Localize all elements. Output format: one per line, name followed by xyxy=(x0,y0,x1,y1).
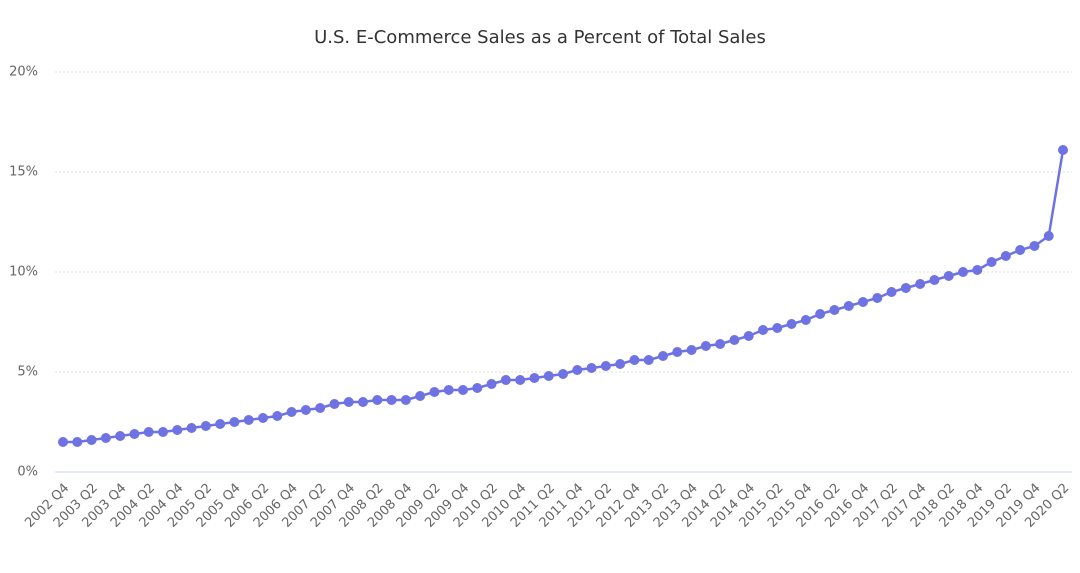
marker xyxy=(600,361,611,371)
marker xyxy=(958,267,968,277)
marker xyxy=(158,427,168,437)
marker xyxy=(729,335,740,345)
marker xyxy=(358,397,368,407)
marker xyxy=(172,425,183,435)
marker xyxy=(715,339,726,349)
marker xyxy=(243,415,254,425)
marker xyxy=(472,383,483,393)
marker xyxy=(572,365,583,375)
y-tick-label: 10% xyxy=(9,265,38,280)
y-tick-label: 20% xyxy=(9,65,38,80)
marker xyxy=(129,429,140,439)
marker xyxy=(829,305,840,315)
marker xyxy=(915,279,926,289)
marker xyxy=(200,421,211,431)
marker xyxy=(743,331,754,341)
marker xyxy=(815,309,826,319)
marker xyxy=(58,437,68,447)
y-tick-label: 15% xyxy=(9,165,38,180)
marker xyxy=(272,411,283,421)
marker xyxy=(415,391,426,401)
marker xyxy=(315,403,326,413)
marker xyxy=(1058,145,1068,155)
marker xyxy=(258,413,268,423)
y-tick-label: 0% xyxy=(17,465,38,480)
marker xyxy=(1029,241,1040,251)
marker xyxy=(772,323,783,333)
marker xyxy=(658,351,668,361)
marker xyxy=(686,345,697,355)
marker xyxy=(858,297,868,307)
marker xyxy=(458,385,468,395)
marker xyxy=(72,437,83,447)
marker xyxy=(672,347,683,357)
marker xyxy=(386,395,397,405)
marker xyxy=(143,427,154,437)
marker xyxy=(400,395,411,405)
marker xyxy=(986,257,997,267)
marker xyxy=(486,379,497,389)
marker xyxy=(300,405,311,415)
marker xyxy=(543,371,554,381)
marker xyxy=(629,355,640,365)
marker xyxy=(329,399,340,409)
marker xyxy=(700,341,711,351)
marker xyxy=(343,397,354,407)
chart-title: U.S. E-Commerce Sales as a Percent of To… xyxy=(314,27,766,48)
marker xyxy=(872,293,883,303)
marker xyxy=(515,375,526,385)
line xyxy=(63,149,1065,444)
marker xyxy=(100,433,111,443)
marker xyxy=(615,359,626,369)
marker xyxy=(758,325,768,335)
marker xyxy=(215,419,226,429)
marker xyxy=(843,301,854,311)
marker xyxy=(86,435,97,445)
marker xyxy=(229,417,240,427)
marker xyxy=(1015,245,1026,255)
marker xyxy=(429,387,440,397)
marker xyxy=(558,369,568,379)
marker xyxy=(900,283,911,293)
marker xyxy=(586,363,597,373)
marker xyxy=(1043,231,1054,241)
marker xyxy=(943,271,954,281)
marker xyxy=(786,319,797,329)
marker xyxy=(372,395,383,405)
marker xyxy=(115,431,126,441)
marker xyxy=(529,373,540,383)
marker xyxy=(186,423,197,433)
marker xyxy=(286,407,297,417)
marker xyxy=(972,265,983,275)
marker xyxy=(800,315,811,325)
marker xyxy=(929,275,940,285)
y-tick-label: 5% xyxy=(17,365,38,380)
marker xyxy=(886,287,897,297)
marker xyxy=(500,375,511,385)
marker xyxy=(1000,251,1011,261)
marker xyxy=(643,355,654,365)
marker xyxy=(443,385,454,395)
